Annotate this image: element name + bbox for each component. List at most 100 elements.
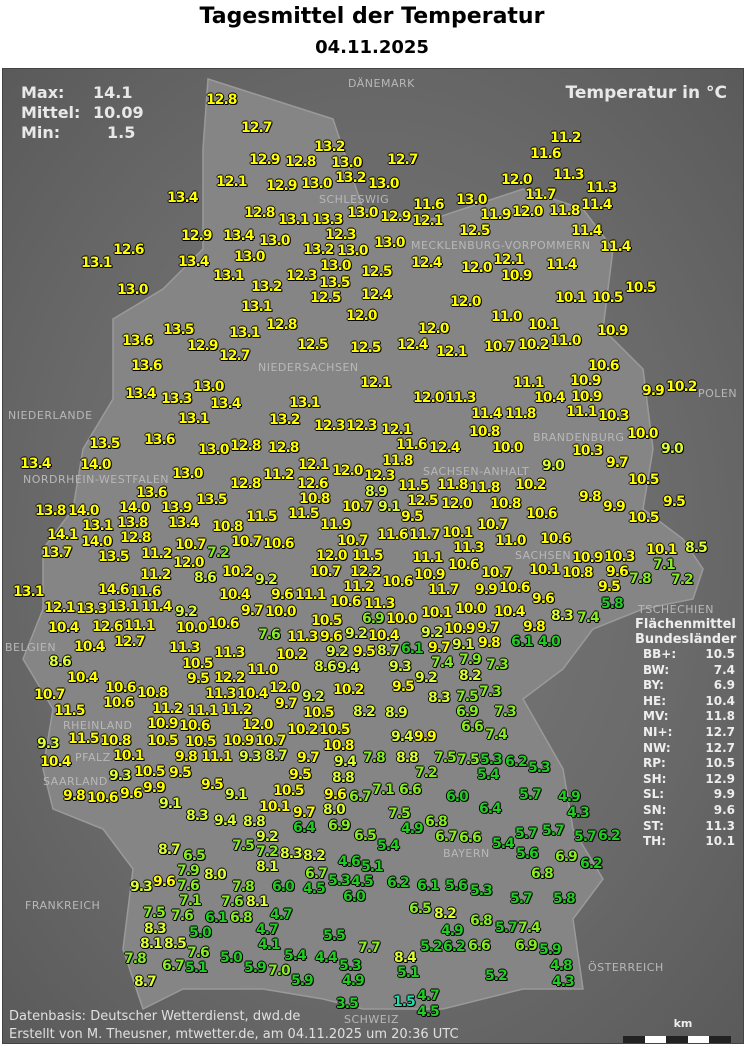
- state-code: NI+:: [643, 724, 673, 739]
- germany-outline: [22, 77, 704, 1011]
- station-temperature: 10.5: [625, 280, 657, 296]
- station-temperature: 9.5: [289, 767, 312, 783]
- station-temperature: 11.2: [152, 701, 184, 717]
- station-temperature: 10.9: [414, 567, 446, 583]
- station-temperature: 13.7: [41, 545, 73, 561]
- station-temperature: 10.8: [212, 519, 244, 535]
- station-temperature: 11.3: [586, 180, 618, 196]
- station-temperature: 12.9: [380, 209, 412, 225]
- station-temperature: 13.0: [301, 176, 333, 192]
- station-temperature: 10.7: [231, 534, 263, 550]
- area-mean-row: NW: 12.7: [635, 741, 735, 757]
- station-temperature: 4.1: [258, 937, 281, 953]
- station-temperature: 4.9: [342, 973, 365, 989]
- station-temperature: 6.2: [443, 939, 466, 955]
- station-temperature: 7.3: [494, 704, 517, 720]
- station-temperature: 6.1: [205, 910, 228, 926]
- station-temperature: 9.7: [606, 455, 629, 471]
- station-temperature: 5.6: [516, 846, 539, 862]
- station-temperature: 10.4: [534, 390, 566, 406]
- station-temperature: 11.1: [566, 404, 598, 420]
- station-temperature: 10.4: [67, 670, 99, 686]
- map-title: Tagesmittel der Temperatur: [199, 4, 545, 29]
- station-temperature: 12.1: [436, 344, 468, 360]
- station-temperature: 10.5: [628, 472, 660, 488]
- station-temperature: 11.3: [445, 390, 477, 406]
- station-temperature: 10.3: [572, 443, 604, 459]
- station-temperature: 12.0: [441, 496, 473, 512]
- station-temperature: 11.5: [288, 506, 320, 522]
- station-temperature: 13.4: [167, 190, 199, 206]
- station-temperature: 7.5: [143, 905, 166, 921]
- station-temperature: 7.3: [479, 684, 502, 700]
- station-temperature: 14.0: [68, 503, 100, 519]
- station-temperature: 12.9: [266, 178, 298, 194]
- state-code: BY:: [643, 678, 664, 693]
- station-temperature: 14.0: [81, 534, 113, 550]
- station-temperature: 12.0: [269, 680, 301, 696]
- station-temperature: 12.0: [242, 717, 274, 733]
- station-temperature: 11.6: [413, 197, 445, 213]
- station-temperature: 13.3: [161, 391, 193, 407]
- station-temperature: 5.4: [284, 948, 307, 964]
- station-temperature: 7.6: [221, 894, 244, 910]
- station-temperature: 13.0: [259, 233, 291, 249]
- station-temperature: 11.7: [525, 187, 557, 203]
- station-temperature: 8.8: [332, 770, 355, 786]
- station-temperature: 7.3: [486, 657, 509, 673]
- station-temperature: 10.7: [175, 537, 207, 553]
- station-temperature: 12.3: [286, 268, 318, 284]
- station-temperature: 6.2: [387, 875, 410, 891]
- station-temperature: 10.8: [562, 565, 594, 581]
- station-temperature: 4.5: [417, 1004, 440, 1020]
- station-temperature: 13.1: [82, 518, 114, 534]
- station-temperature: 7.6: [187, 945, 210, 961]
- station-temperature: 6.1: [401, 641, 424, 657]
- station-temperature: 11.8: [549, 203, 581, 219]
- station-temperature: 5.3: [480, 752, 503, 768]
- station-temperature: 5.2: [420, 939, 443, 955]
- station-temperature: 12.5: [361, 264, 393, 280]
- station-temperature: 5.0: [189, 925, 212, 941]
- station-temperature: 9.3: [130, 879, 153, 895]
- station-temperature: 10.6: [330, 594, 362, 610]
- station-temperature: 6.9: [362, 611, 385, 627]
- station-temperature: 4.7: [270, 907, 293, 923]
- min-value: 1.5: [107, 123, 136, 142]
- min-label: Min:: [21, 123, 61, 142]
- map-date: 04.11.2025: [315, 37, 429, 58]
- station-temperature: 8.5: [164, 936, 187, 952]
- station-temperature: 6.9: [555, 849, 578, 865]
- station-temperature: 10.8: [490, 496, 522, 512]
- station-temperature: 8.2: [459, 668, 482, 684]
- station-temperature: 12.8: [244, 205, 276, 221]
- station-temperature: 13.0: [117, 282, 149, 298]
- station-temperature: 4.0: [538, 634, 561, 650]
- station-temperature: 11.2: [140, 567, 172, 583]
- station-temperature: 13.2: [314, 139, 346, 155]
- station-temperature: 13.8: [117, 515, 149, 531]
- station-temperature: 9.5: [201, 777, 224, 793]
- region-label: NIEDERSACHSEN: [258, 361, 359, 374]
- region-label: NORDRHEIN-WESTFALEN: [23, 473, 170, 486]
- station-temperature: 4.7: [256, 922, 279, 938]
- state-mean: 9.9: [713, 787, 735, 802]
- station-temperature: 7.1: [372, 782, 395, 798]
- region-label: SCHWEIZ: [344, 1013, 400, 1026]
- station-temperature: 12.5: [350, 340, 382, 356]
- station-temperature: 10.6: [105, 680, 137, 696]
- station-temperature: 8.2: [434, 906, 457, 922]
- station-temperature: 10.6: [588, 358, 620, 374]
- station-temperature: 8.4: [394, 950, 417, 966]
- station-temperature: 12.9: [187, 338, 219, 354]
- station-temperature: 14.6: [98, 582, 130, 598]
- station-temperature: 12.0: [501, 172, 533, 188]
- station-temperature: 9.9: [414, 729, 437, 745]
- station-temperature: 5.7: [542, 823, 565, 839]
- station-temperature: 8.3: [551, 608, 574, 624]
- station-temperature: 11.5: [398, 478, 430, 494]
- state-code: MV:: [643, 709, 669, 724]
- station-temperature: 13.1: [213, 268, 245, 284]
- station-temperature: 9.7: [275, 696, 298, 712]
- state-mean: 10.4: [705, 693, 735, 708]
